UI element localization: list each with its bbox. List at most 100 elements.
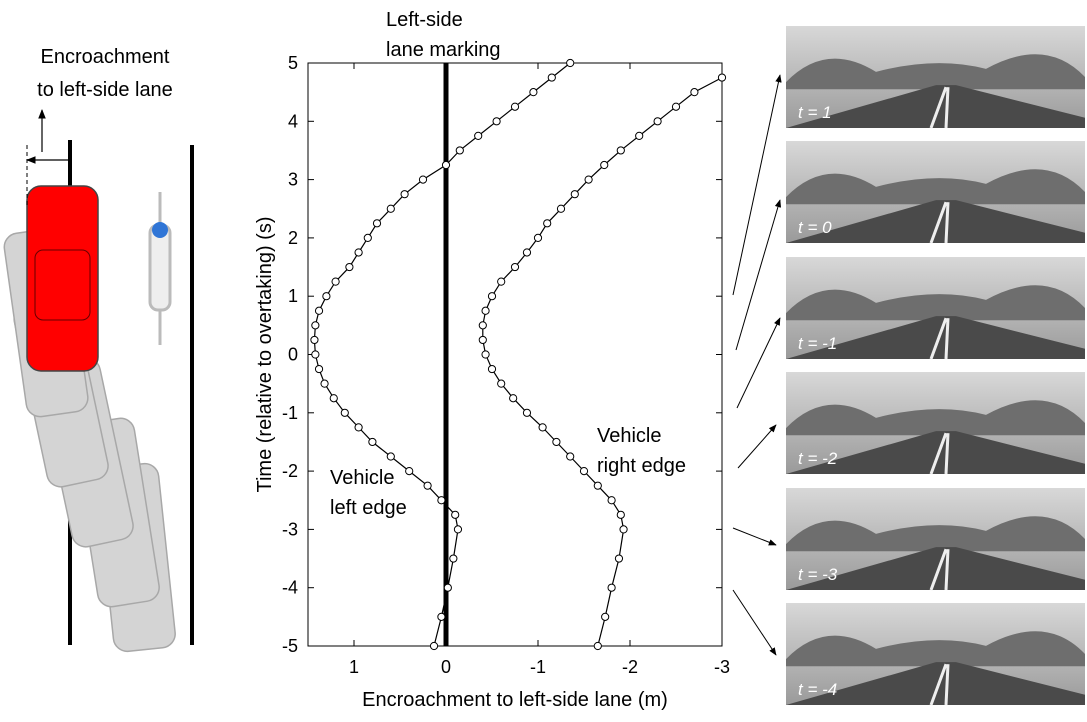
data-point bbox=[616, 146, 625, 155]
data-point bbox=[340, 408, 349, 417]
data-point bbox=[481, 350, 490, 359]
data-point bbox=[593, 481, 602, 490]
y-tick-label: -1 bbox=[282, 403, 298, 423]
series-label: right edge bbox=[597, 455, 686, 477]
data-point bbox=[601, 612, 610, 621]
data-point bbox=[717, 73, 727, 82]
y-tick-label: 2 bbox=[288, 228, 298, 248]
data-point bbox=[616, 510, 625, 519]
data-point bbox=[607, 583, 616, 592]
photo-road bbox=[786, 316, 1085, 359]
data-point bbox=[345, 262, 354, 272]
photo-trees bbox=[786, 516, 1085, 552]
data-point bbox=[487, 364, 497, 374]
axes-box bbox=[307, 62, 723, 647]
data-point bbox=[522, 248, 532, 257]
data-point bbox=[453, 525, 463, 534]
data-point bbox=[481, 306, 490, 315]
road-photo: t = -4 bbox=[786, 603, 1085, 706]
photo-label: t = -2 bbox=[798, 449, 838, 468]
data-point bbox=[543, 219, 552, 228]
data-point bbox=[552, 437, 561, 447]
series-label: left edge bbox=[330, 497, 407, 519]
series-label: Vehicle bbox=[330, 467, 395, 489]
data-point bbox=[522, 408, 532, 417]
data-point bbox=[671, 102, 681, 111]
data-point bbox=[455, 146, 464, 155]
data-point bbox=[437, 612, 446, 621]
data-point bbox=[509, 394, 518, 403]
data-point bbox=[372, 219, 382, 228]
data-point bbox=[478, 335, 487, 345]
data-point bbox=[320, 379, 329, 388]
data-point bbox=[492, 117, 501, 126]
photo-trees bbox=[786, 400, 1085, 436]
y-axis-label: Time (relative to overtaking) (s) bbox=[254, 217, 276, 493]
photo-road bbox=[786, 85, 1085, 128]
y-tick-label: -4 bbox=[282, 578, 298, 598]
y-tick-label: -3 bbox=[282, 519, 298, 539]
series-line bbox=[313, 62, 571, 647]
data-point bbox=[600, 160, 609, 170]
photo-trees bbox=[786, 54, 1085, 90]
plot: -5 -4 -3 -2 -1 0 1 2 3 4 5 1 0 -1 -2 -3 Encroachment to … bbox=[254, 9, 730, 711]
diagram-label: to left-side lane bbox=[37, 79, 173, 101]
y-tick-label: 3 bbox=[288, 170, 298, 190]
data-point bbox=[533, 233, 543, 242]
data-point bbox=[354, 248, 363, 257]
photo-label: t = -1 bbox=[798, 334, 837, 353]
photo-label: t = 1 bbox=[798, 103, 832, 122]
data-point bbox=[418, 175, 428, 184]
data-point bbox=[529, 88, 538, 97]
photo-label: t = -4 bbox=[798, 680, 837, 699]
data-point bbox=[451, 510, 460, 519]
x-tick-label: -2 bbox=[622, 657, 638, 677]
data-point bbox=[690, 88, 699, 97]
road-photo: t = 0 bbox=[786, 141, 1085, 244]
data-point bbox=[566, 58, 575, 68]
data-point bbox=[579, 467, 589, 476]
diagram-label: Encroachment bbox=[41, 46, 170, 68]
data-point bbox=[322, 292, 331, 301]
data-point bbox=[556, 204, 566, 213]
photo-lane-lines bbox=[929, 432, 950, 475]
data-point bbox=[653, 117, 662, 126]
data-point bbox=[487, 292, 497, 301]
photo-road bbox=[786, 200, 1085, 243]
photo-label: t = 0 bbox=[798, 218, 832, 237]
data-point bbox=[510, 102, 520, 111]
data-point bbox=[405, 467, 414, 476]
data-point bbox=[314, 364, 324, 374]
data-point bbox=[607, 496, 616, 505]
data-point bbox=[449, 554, 458, 563]
overtaking-diagram: Encroachment to left-side lane bbox=[3, 46, 194, 653]
data-point bbox=[441, 160, 451, 170]
data-point bbox=[619, 525, 628, 534]
road-photo: t = -2 bbox=[786, 372, 1085, 475]
data-point bbox=[584, 175, 593, 184]
x-tick-label: -1 bbox=[530, 657, 546, 677]
data-point bbox=[497, 379, 506, 388]
photo-lane-lines bbox=[929, 663, 950, 706]
lane-marking-label: lane marking bbox=[386, 39, 501, 61]
data-point bbox=[429, 641, 439, 651]
photo-lane-lines bbox=[929, 201, 950, 244]
photo-lane-lines bbox=[929, 548, 950, 591]
data-point bbox=[443, 583, 452, 592]
data-point bbox=[311, 350, 320, 359]
photo-road bbox=[786, 662, 1085, 705]
photo-label: t = -3 bbox=[798, 565, 838, 584]
data-point bbox=[547, 73, 556, 82]
photo-road bbox=[786, 431, 1085, 474]
data-point bbox=[437, 496, 446, 505]
data-point bbox=[566, 452, 575, 461]
y-tick-label: 4 bbox=[288, 111, 298, 131]
photo-road bbox=[786, 547, 1085, 590]
road-photo: t = -3 bbox=[786, 488, 1085, 591]
data-point bbox=[363, 233, 372, 242]
data-point bbox=[538, 423, 547, 432]
y-tick-label: -5 bbox=[282, 636, 298, 656]
data-point bbox=[478, 321, 487, 330]
y-tick-label: -2 bbox=[282, 461, 298, 481]
x-axis-label: Encroachment to left-side lane (m) bbox=[362, 689, 668, 711]
